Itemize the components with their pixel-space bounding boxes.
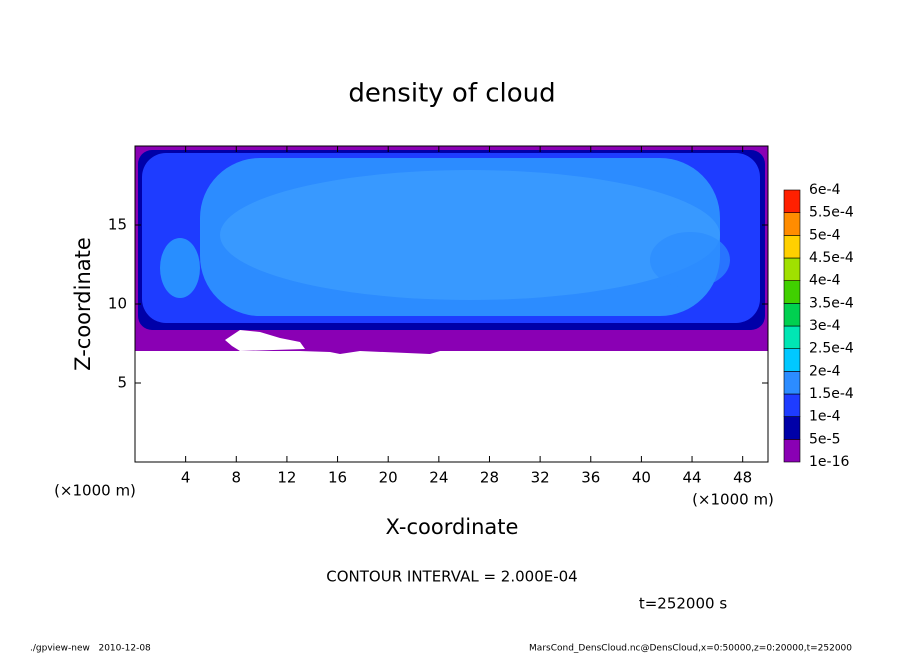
x-tick-label: 32 (531, 469, 550, 487)
x-tick-label: 40 (632, 469, 651, 487)
colorbar-label: 4.5e-4 (809, 250, 854, 266)
x-tick-label: 48 (733, 469, 752, 487)
colorbar-box (783, 280, 801, 304)
x-tick-label: 8 (232, 469, 242, 487)
field-patch (650, 232, 730, 288)
y-tick-label: 15 (108, 216, 127, 234)
x-tick-label: 24 (429, 469, 448, 487)
colorbar-box (783, 235, 801, 259)
field-core (220, 170, 720, 300)
contour-interval: CONTOUR INTERVAL = 2.000E-04 (326, 568, 577, 586)
colorbar-label: 3.5e-4 (809, 295, 854, 311)
x-tick-label: 12 (277, 469, 296, 487)
colorbar-label: 4e-4 (809, 273, 841, 289)
x-tick-label: 28 (480, 469, 499, 487)
colorbar-label: 2e-4 (809, 363, 841, 379)
x-tick-label: 44 (682, 469, 701, 487)
colorbar-box (783, 212, 801, 236)
x-axis-label: X-coordinate (386, 515, 519, 539)
colorbar-label: 5e-4 (809, 227, 841, 243)
colorbar-box (783, 416, 801, 440)
y-unit: (×1000 m) (54, 482, 136, 500)
field (135, 146, 768, 462)
chart-title: density of cloud (348, 79, 555, 109)
colorbar-label: 5.5e-4 (809, 205, 854, 221)
empty-region (135, 351, 768, 462)
colorbar-label: 2.5e-4 (809, 341, 854, 357)
colorbar-box (783, 325, 801, 349)
colorbar-label: 3e-4 (809, 318, 841, 334)
field-patch (160, 238, 200, 298)
x-tick-label: 4 (181, 469, 191, 487)
colorbar-label: 5e-5 (809, 431, 840, 447)
x-tick-label: 20 (379, 469, 398, 487)
footer-right: MarsCond_DensCloud.nc@DensCloud,x=0:5000… (529, 644, 852, 654)
colorbar-label: 1e-16 (809, 454, 849, 470)
y-axis-label: Z-coordinate (71, 237, 95, 371)
empty-region (225, 330, 305, 351)
colorbar-label: 1.5e-4 (809, 386, 854, 402)
y-tick-label: 10 (108, 295, 127, 313)
colorbar-box (783, 393, 801, 417)
colorbar-label: 1e-4 (809, 409, 841, 425)
field-edge (300, 346, 768, 354)
colorbar-label: 6e-4 (809, 182, 841, 198)
colorbar-box (783, 439, 801, 463)
y-tick-label: 5 (117, 374, 127, 392)
colorbar-box (783, 371, 801, 395)
colorbar-box (783, 257, 801, 281)
footer-left: ./gpview-new 2010-12-08 (30, 644, 151, 654)
x-unit: (×1000 m) (692, 491, 774, 509)
colorbar-box (783, 189, 801, 213)
colorbar-box (783, 348, 801, 372)
time-label: t=252000 s (639, 595, 727, 613)
colorbar-box (783, 303, 801, 327)
x-tick-label: 16 (328, 469, 347, 487)
x-tick-label: 36 (581, 469, 600, 487)
